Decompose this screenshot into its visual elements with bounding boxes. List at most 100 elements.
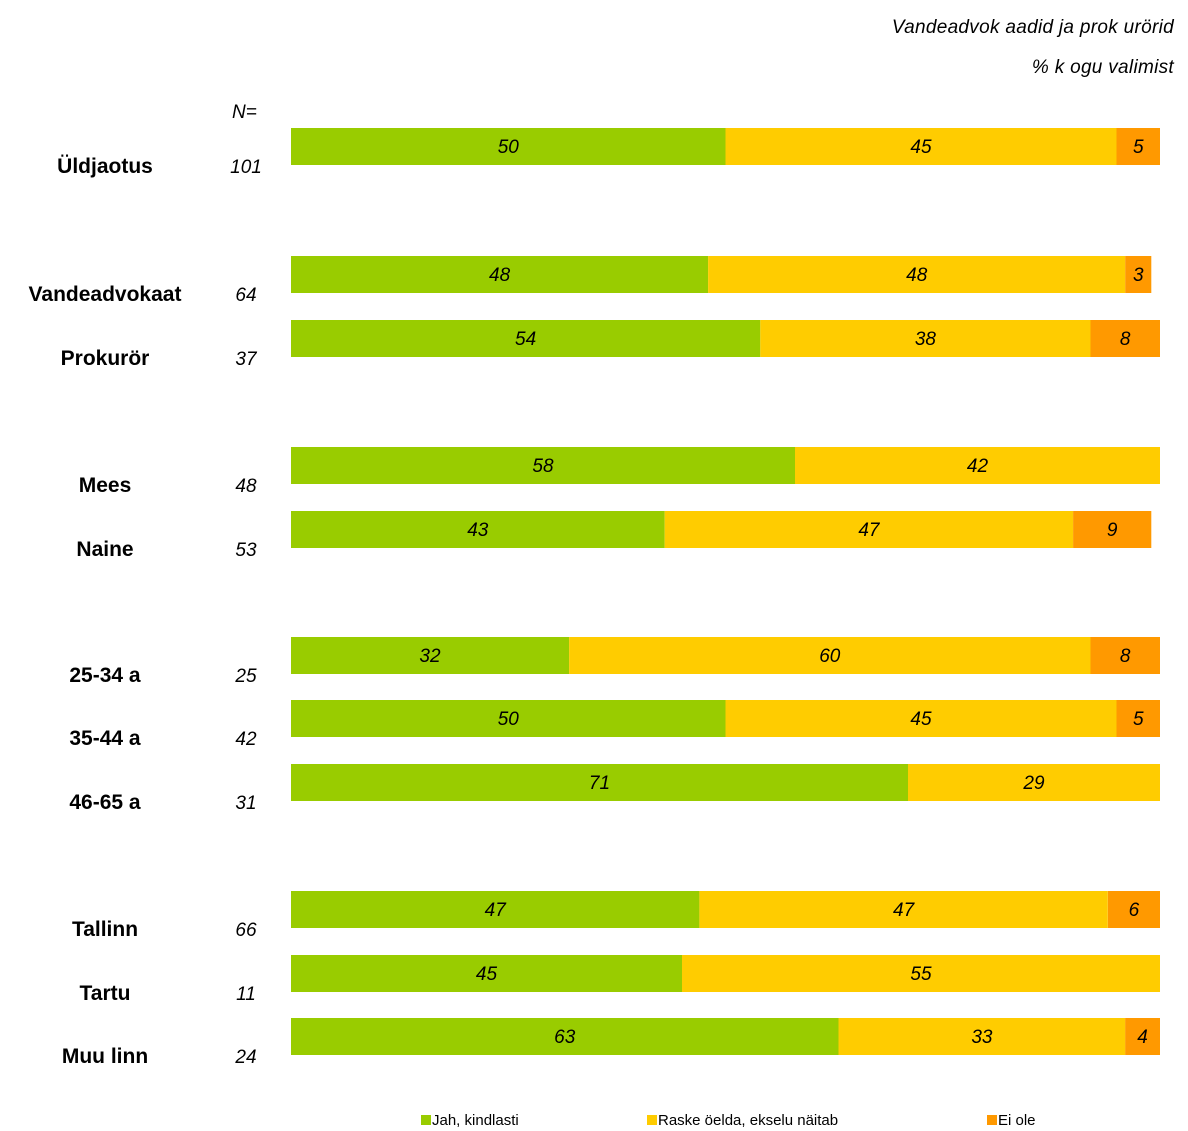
data-label: 8: [1120, 329, 1131, 350]
bar-row: Vandeadvokaat 64 48 48 3: [29, 256, 1152, 306]
data-label: 63: [554, 1027, 576, 1048]
data-label: 48: [906, 265, 928, 286]
bar-segment: [1125, 256, 1152, 293]
bar-segment: [291, 700, 726, 737]
data-label: 47: [485, 900, 508, 921]
data-label: 43: [467, 520, 489, 541]
bar-segment: [1125, 1018, 1160, 1055]
n-value-label: 66: [235, 920, 257, 941]
data-label: 38: [915, 329, 937, 350]
bar-segment: [1116, 700, 1160, 737]
bar-segment: [1090, 320, 1160, 357]
n-value-label: 42: [235, 729, 257, 750]
data-label: 29: [1022, 773, 1045, 794]
bar-segment: [291, 320, 761, 357]
data-label: 60: [819, 646, 841, 667]
bar-segment: [725, 128, 1117, 165]
n-value-label: 101: [230, 157, 262, 178]
bar-row: Muu linn 24 63 33 4: [62, 1018, 1160, 1068]
bar-segment: [699, 891, 1108, 928]
legend-label: Ei ole: [998, 1112, 1036, 1129]
legend-swatch: [987, 1115, 997, 1125]
bar-row: Mees 48 58 42: [79, 447, 1160, 497]
n-header: N=: [232, 102, 257, 123]
n-value-label: 11: [236, 984, 256, 1005]
category-label: Tallinn: [72, 918, 138, 941]
bar-row: Naine 53 43 47 9: [76, 511, 1152, 561]
data-label: 54: [515, 329, 536, 350]
category-label: 35-44 a: [69, 727, 141, 750]
category-label: Üldjaotus: [57, 155, 153, 178]
bar-row: Tartu 11 45 55: [80, 955, 1160, 1005]
bar-segment: [795, 447, 1160, 484]
legend-swatch: [647, 1115, 657, 1125]
n-value-label: 53: [235, 540, 257, 561]
chart-legend: Jah, kindlasti Raske öelda, ekselu näitab…: [421, 1112, 1036, 1129]
data-label: 47: [858, 520, 881, 541]
bar-segment: [569, 637, 1091, 674]
bar-row: 46-65 a 31 71 29: [69, 764, 1160, 814]
data-label: 42: [967, 456, 989, 477]
n-value-label: 64: [235, 285, 256, 306]
bar-segment: [291, 447, 795, 484]
data-label: 9: [1107, 520, 1118, 541]
bar-row: Üldjaotus 101 50 45 5: [57, 128, 1160, 178]
bar-segment: [291, 128, 726, 165]
data-label: 50: [498, 137, 520, 158]
n-value-label: 24: [234, 1047, 256, 1068]
bar-row: 35-44 a 42 50 45 5: [69, 700, 1160, 750]
legend-item: Jah, kindlasti: [421, 1112, 519, 1129]
data-label: 33: [971, 1027, 993, 1048]
bar-segment: [682, 955, 1160, 992]
bar-segment: [291, 1018, 839, 1055]
bar-row: 25-34 a 25 32 60 8: [69, 637, 1160, 687]
chart-subtitle-unit: % k ogu valimist: [1031, 57, 1174, 78]
data-label: 8: [1120, 646, 1131, 667]
bar-segment: [291, 891, 700, 928]
bar-segment: [664, 511, 1074, 548]
category-label: 25-34 a: [69, 664, 141, 687]
data-label: 58: [532, 456, 554, 477]
bar-segment: [725, 700, 1117, 737]
category-label: Naine: [76, 538, 133, 561]
bar-segment: [908, 764, 1160, 801]
bar-row: Prokurör 37 54 38 8: [61, 320, 1160, 370]
data-label: 45: [910, 709, 932, 730]
bar-row: Tallinn 66 47 47 6: [72, 891, 1160, 941]
bar-segment: [291, 256, 709, 293]
category-label: Muu linn: [62, 1045, 148, 1068]
bar-segment: [760, 320, 1091, 357]
bar-segment: [1107, 891, 1160, 928]
legend-label: Jah, kindlasti: [432, 1112, 519, 1129]
bar-segment: [1090, 637, 1160, 674]
n-value-label: 31: [235, 793, 256, 814]
chart-subtitle-population: Vandeadvok aadid ja prok urörid: [891, 17, 1174, 38]
n-value-label: 37: [235, 349, 258, 370]
data-label: 4: [1137, 1027, 1148, 1048]
data-label: 6: [1129, 900, 1140, 921]
category-label: Mees: [79, 474, 132, 497]
category-label: Vandeadvokaat: [29, 283, 182, 306]
legend-item: Raske öelda, ekselu näitab: [647, 1112, 838, 1129]
bar-segment: [291, 764, 908, 801]
data-label: 32: [419, 646, 441, 667]
category-label: 46-65 a: [69, 791, 141, 814]
data-label: 55: [910, 964, 932, 985]
category-label: Prokurör: [61, 347, 150, 370]
category-label: Tartu: [80, 982, 131, 1005]
data-label: 47: [893, 900, 916, 921]
bar-segment: [291, 637, 570, 674]
bar-segment: [1073, 511, 1152, 548]
n-value-label: 25: [234, 666, 257, 687]
data-label: 45: [476, 964, 498, 985]
n-value-label: 48: [235, 476, 257, 497]
legend-label: Raske öelda, ekselu näitab: [658, 1112, 838, 1129]
data-label: 45: [910, 137, 932, 158]
bar-segment: [708, 256, 1126, 293]
bar-segment: [1116, 128, 1160, 165]
bar-segment: [291, 511, 665, 548]
bar-segment: [291, 955, 683, 992]
data-label: 48: [489, 265, 511, 286]
